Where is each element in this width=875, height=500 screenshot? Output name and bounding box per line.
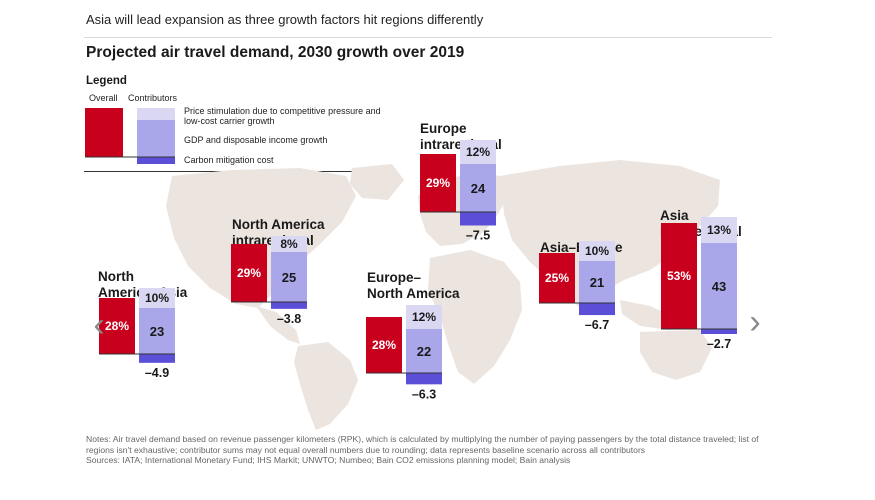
carbon-bar	[271, 302, 307, 309]
map-africa	[428, 250, 522, 384]
legend-contributors-label: Contributors	[128, 93, 178, 103]
legend-overall-label: Overall	[89, 93, 118, 103]
region-name: Europe	[420, 121, 467, 136]
map-south-america	[294, 342, 358, 430]
carbon-bar	[406, 373, 442, 385]
map-central-america	[256, 306, 300, 344]
overall-label: 53%	[667, 269, 691, 283]
gdp-label: 21	[590, 275, 604, 290]
gdp-bar	[460, 164, 496, 212]
legend-price-label: Price stimulation due to competitive pre…	[184, 106, 381, 126]
next-arrow-icon[interactable]: ›	[749, 303, 761, 341]
top-divider	[84, 37, 772, 38]
price-bar	[701, 217, 737, 243]
price-label: 8%	[280, 237, 298, 251]
carbon-bar	[701, 329, 737, 334]
price-bar	[139, 288, 175, 308]
overall-bar	[231, 244, 267, 302]
overall-label: 28%	[372, 338, 396, 352]
price-bar	[271, 236, 307, 252]
overall-bar	[99, 298, 135, 354]
map-greenland	[350, 164, 404, 200]
gdp-label: 23	[150, 324, 164, 339]
chart-title: Projected air travel demand, 2030 growth…	[86, 44, 465, 61]
overall-label: 28%	[105, 319, 129, 333]
price-label: 12%	[466, 145, 490, 159]
gdp-bar	[139, 308, 175, 354]
carbon-bar	[460, 212, 496, 226]
region-name: North	[98, 269, 134, 284]
gdp-bar	[579, 261, 615, 303]
legend-title: Legend	[86, 75, 127, 87]
gdp-bar	[406, 329, 442, 373]
carbon-bar	[579, 303, 615, 316]
price-bar	[579, 241, 615, 261]
overall-label: 29%	[426, 176, 450, 190]
previous-arrow-icon[interactable]: ‹	[93, 306, 105, 344]
overall-bar	[661, 223, 697, 329]
legend-gdp-label: GDP and disposable income growth	[184, 135, 328, 145]
notes-text: Notes: Air travel demand based on revenu…	[86, 434, 759, 455]
legend-overall-swatch	[85, 108, 123, 157]
region-group: North Americaintraregional29%258%–3.8	[231, 217, 325, 326]
headline: Asia will lead expansion as three growth…	[86, 12, 484, 27]
region-name: Europe–	[367, 270, 422, 285]
gdp-bar	[701, 243, 737, 329]
sources-text: Sources: IATA; International Monetary Fu…	[86, 455, 571, 465]
overall-bar	[366, 317, 402, 373]
carbon-label: –7.5	[466, 229, 490, 243]
overall-bar	[420, 154, 456, 212]
overall-label: 25%	[545, 271, 569, 285]
carbon-bar	[139, 354, 175, 363]
gdp-bar	[271, 252, 307, 302]
region-name: North America	[367, 286, 460, 301]
region-name: Asia	[660, 208, 689, 223]
carbon-label: –4.9	[145, 366, 169, 380]
carbon-label: –3.8	[277, 312, 301, 326]
legend-gdp-swatch	[137, 120, 175, 157]
overall-bar	[539, 253, 575, 303]
region-group: Europe–North America 28% 22 12% –6.3	[366, 270, 460, 401]
map-australia	[640, 330, 712, 380]
price-bar	[406, 305, 442, 329]
region-name: North America	[232, 217, 325, 232]
price-label: 10%	[585, 244, 609, 258]
price-label: 10%	[145, 291, 169, 305]
legend-carbon-swatch	[137, 157, 175, 164]
carbon-label: –2.7	[707, 337, 731, 351]
overall-label: 29%	[237, 266, 261, 280]
legend-samples	[85, 108, 175, 164]
legend-price-swatch	[137, 108, 175, 120]
map-north-america	[166, 168, 356, 308]
carbon-label: –6.3	[412, 387, 436, 401]
notes-block: Notes: Air travel demand based on revenu…	[86, 434, 786, 466]
gdp-label: 22	[417, 344, 431, 359]
price-bar	[460, 140, 496, 164]
gdp-label: 24	[471, 181, 486, 196]
gdp-label: 25	[282, 270, 296, 285]
price-label: 12%	[412, 310, 436, 324]
legend-carbon-label: Carbon mitigation cost	[184, 155, 274, 165]
carbon-label: –6.7	[585, 318, 609, 332]
price-label: 13%	[707, 223, 731, 237]
gdp-label: 43	[712, 279, 726, 294]
